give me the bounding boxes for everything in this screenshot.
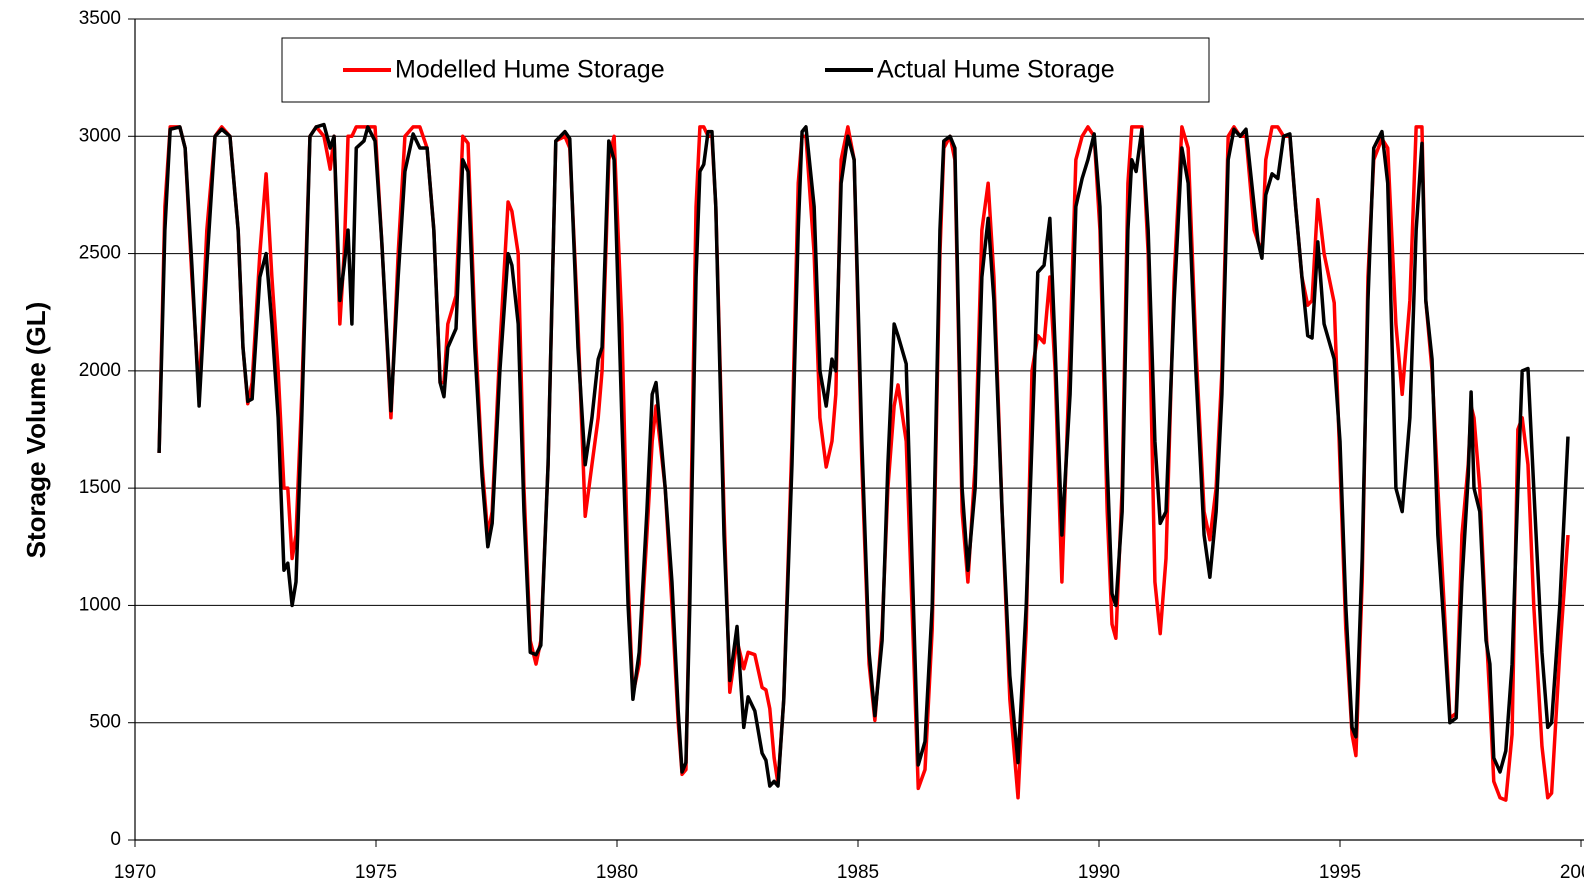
y-tick-label: 2000 xyxy=(79,360,121,381)
x-tick-label: 2000 xyxy=(1560,862,1584,883)
legend-label: Modelled Hume Storage xyxy=(395,56,665,84)
x-tick-label: 1995 xyxy=(1319,862,1361,883)
y-tick-label: 0 xyxy=(110,829,121,850)
y-tick-label: 1000 xyxy=(79,594,121,615)
x-tick-label: 1985 xyxy=(837,862,879,883)
y-axis-title: Storage Volume (GL) xyxy=(21,302,51,559)
legend-label: Actual Hume Storage xyxy=(877,56,1115,84)
y-tick-label: 2500 xyxy=(79,243,121,264)
y-tick-label: 3500 xyxy=(79,8,121,29)
series-line xyxy=(157,122,1570,788)
y-tick-label: 3000 xyxy=(79,125,121,146)
legend-box xyxy=(281,37,1210,103)
y-tick-label: 500 xyxy=(89,712,121,733)
x-tick-label: 1990 xyxy=(1078,862,1120,883)
y-tick-label: 1500 xyxy=(79,477,121,498)
x-tick-label: 1980 xyxy=(596,862,638,883)
x-tick-label: 1970 xyxy=(114,862,156,883)
x-tick-label: 1975 xyxy=(355,862,397,883)
